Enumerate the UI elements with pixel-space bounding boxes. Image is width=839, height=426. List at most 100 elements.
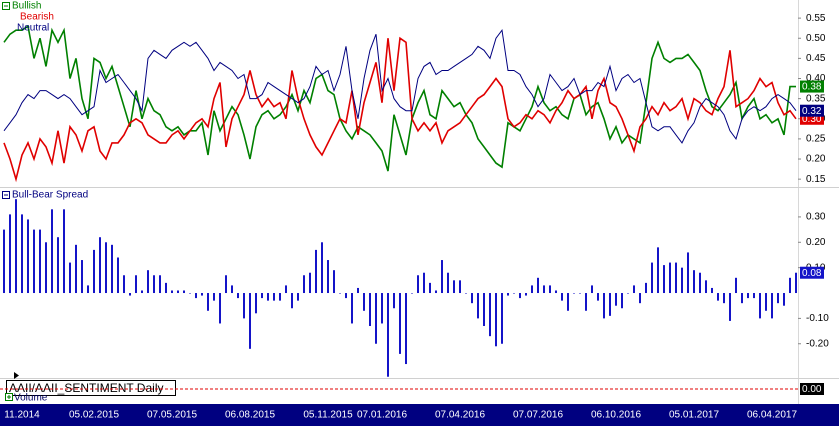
legend-label: Bullish (12, 1, 41, 12)
bar (573, 293, 575, 294)
x-tick-label: 07.01.2016 (357, 410, 407, 421)
bar (603, 293, 605, 319)
bar (87, 285, 89, 294)
bar (189, 293, 191, 294)
bar (729, 293, 731, 321)
bar (375, 293, 377, 344)
bar (597, 293, 599, 301)
bar (219, 293, 221, 324)
x-tick-label: 05.02.2015 (69, 410, 119, 421)
bar (681, 267, 683, 294)
bar (213, 293, 215, 301)
legend-label: Bull-Bear Spread (12, 190, 88, 201)
bar (441, 260, 443, 294)
bar (735, 277, 737, 294)
bar (531, 285, 533, 294)
bar (633, 285, 635, 294)
bar (447, 272, 449, 294)
bar (165, 282, 167, 294)
bar (297, 293, 299, 301)
y-tick-label: 0.30 (806, 212, 826, 223)
bar (369, 293, 371, 326)
bar (129, 293, 131, 296)
bar (93, 249, 95, 294)
bar (171, 290, 173, 294)
legend-box (6, 380, 176, 396)
x-tick-label: 05.01.2017 (669, 410, 719, 421)
bar (711, 287, 713, 294)
bar (591, 285, 593, 294)
bar (285, 285, 287, 294)
bar (333, 270, 335, 294)
bar (777, 293, 779, 304)
bar (507, 293, 509, 296)
bar (609, 293, 611, 316)
bar (645, 282, 647, 294)
bar (405, 293, 407, 365)
bar (291, 293, 293, 309)
bar (315, 249, 317, 294)
bar (105, 242, 107, 294)
y-tick-label: -0.10 (806, 313, 829, 324)
bar (201, 293, 203, 296)
bar (417, 275, 419, 294)
value-badge-label: 0.08 (802, 268, 822, 279)
bar (123, 275, 125, 294)
bar (231, 285, 233, 294)
y-tick-label: 0.40 (806, 73, 826, 84)
y-tick-label: 0.55 (806, 13, 826, 24)
bar (423, 272, 425, 294)
x-axis-band (0, 404, 839, 426)
bar (669, 262, 671, 294)
bar (615, 293, 617, 306)
bar (465, 293, 467, 294)
bar (21, 214, 23, 294)
series-line (3, 28, 797, 144)
bar (243, 293, 245, 319)
bar (351, 293, 353, 324)
bar (771, 293, 773, 319)
bar (723, 293, 725, 304)
bar (519, 293, 521, 299)
bar (567, 293, 569, 311)
bar (741, 293, 743, 304)
panel-legend: AAII/AAII_SENTIMENT Daily (9, 381, 163, 395)
series-line (3, 36, 797, 183)
x-tick-label: 07.05.2015 (147, 410, 197, 421)
bar (309, 272, 311, 294)
bar (459, 280, 461, 294)
bar (399, 293, 401, 354)
bar (795, 272, 797, 294)
bar (207, 293, 209, 311)
bar (3, 229, 5, 294)
bar (657, 247, 659, 294)
y-tick-label: 0.25 (806, 134, 826, 145)
value-badge-label: 0.38 (802, 82, 822, 93)
value-badge-label: 0.30 (802, 114, 822, 125)
x-tick-label: 05.11.2015 (303, 410, 353, 421)
bar (693, 270, 695, 294)
bar (15, 199, 17, 294)
bar (27, 219, 29, 294)
bar (675, 262, 677, 294)
bar (327, 260, 329, 294)
bar (249, 293, 251, 349)
bar (57, 237, 59, 294)
bar (117, 257, 119, 294)
bar (747, 293, 749, 299)
value-badge-label: 0.00 (802, 384, 822, 395)
bar (495, 293, 497, 347)
bar (111, 244, 113, 294)
bar (639, 293, 641, 304)
bar (435, 290, 437, 294)
y-tick-label: 0.20 (806, 237, 826, 248)
bar (195, 293, 197, 299)
value-badge (800, 383, 824, 395)
bar (225, 275, 227, 294)
bar (789, 277, 791, 294)
bar (183, 290, 185, 294)
x-tick-label: 06.08.2015 (225, 410, 275, 421)
